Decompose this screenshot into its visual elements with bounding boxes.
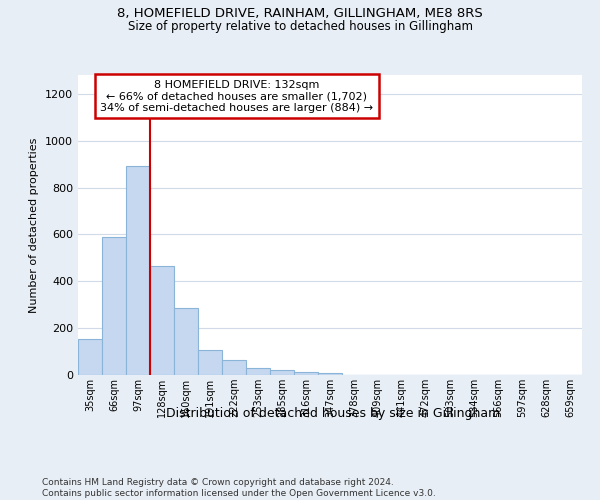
Bar [222, 360, 246, 375]
Text: Size of property relative to detached houses in Gillingham: Size of property relative to detached ho… [128, 20, 473, 33]
Bar [270, 370, 294, 375]
Y-axis label: Number of detached properties: Number of detached properties [29, 138, 40, 312]
Bar [126, 166, 150, 375]
Bar [246, 368, 270, 375]
Text: 8 HOMEFIELD DRIVE: 132sqm
← 66% of detached houses are smaller (1,702)
34% of se: 8 HOMEFIELD DRIVE: 132sqm ← 66% of detac… [100, 80, 373, 112]
Bar [294, 372, 318, 375]
Bar [150, 266, 174, 375]
Bar [102, 236, 126, 375]
Bar [318, 373, 342, 375]
Text: Distribution of detached houses by size in Gillingham: Distribution of detached houses by size … [166, 408, 500, 420]
Bar [198, 350, 222, 375]
Bar [174, 308, 198, 375]
Bar [78, 340, 102, 375]
Text: 8, HOMEFIELD DRIVE, RAINHAM, GILLINGHAM, ME8 8RS: 8, HOMEFIELD DRIVE, RAINHAM, GILLINGHAM,… [117, 8, 483, 20]
Text: Contains HM Land Registry data © Crown copyright and database right 2024.
Contai: Contains HM Land Registry data © Crown c… [42, 478, 436, 498]
